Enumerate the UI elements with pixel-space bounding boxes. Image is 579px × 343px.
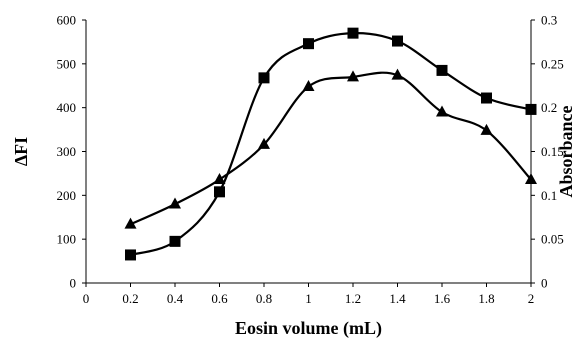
series-line-triangle — [129, 71, 533, 226]
triangle-marker — [391, 68, 404, 80]
tick-group: 0 0.2 0.4 0.6 0.8 1 1.2 1.4 1.6 1.8 20100200300400… — [57, 13, 564, 307]
y-tick-label: 200 — [57, 188, 77, 203]
y2-tick-label: 0 — [541, 276, 548, 291]
triangle-marker — [525, 172, 537, 184]
x-tick-label: 0.4 — [167, 291, 184, 306]
x-tick-label: 1.8 — [478, 291, 494, 306]
square-marker — [436, 64, 448, 76]
x-tick-label: 2 — [528, 291, 535, 306]
x-tick-label: 0.8 — [256, 291, 272, 306]
triangle-marker — [258, 137, 270, 149]
series-triangle — [124, 68, 537, 229]
y2-tick-label: 0.05 — [541, 232, 564, 247]
x-tick-label: 1.4 — [389, 291, 406, 306]
y-tick-label: 0 — [70, 276, 77, 291]
triangle-marker — [302, 80, 315, 92]
square-marker — [303, 38, 314, 50]
y2-tick-label: 0.3 — [541, 13, 557, 28]
y2-tick-label: 0.1 — [541, 188, 557, 203]
y2-tick-label: 0.25 — [541, 56, 564, 71]
x-tick-label: 1.2 — [345, 291, 361, 306]
triangle-marker — [347, 70, 359, 82]
triangle-marker — [169, 197, 181, 209]
series-group — [124, 27, 537, 261]
triangle-marker — [480, 123, 493, 135]
triangle-marker — [213, 172, 226, 184]
square-marker — [169, 235, 181, 247]
y-tick-label: 400 — [57, 100, 77, 115]
square-marker — [525, 103, 537, 115]
y2-tick-label: 0.15 — [541, 144, 564, 159]
series-square — [125, 27, 537, 261]
y2-axis-title: Absorbance — [556, 105, 576, 197]
series-line-square — [129, 32, 533, 257]
x-tick-label: 1 — [305, 291, 312, 306]
y2-tick-label: 0.2 — [541, 100, 557, 115]
x-tick-label: 0.2 — [122, 291, 138, 306]
x-tick-label: 0.6 — [211, 291, 228, 306]
y-tick-label: 600 — [57, 13, 77, 28]
square-marker — [392, 35, 403, 47]
y-axis-title: ΔFI — [11, 137, 31, 166]
x-axis-title: Eosin volume (mL) — [235, 318, 382, 339]
x-tick-label: 0 — [83, 291, 90, 306]
square-marker — [214, 186, 225, 198]
triangle-marker — [124, 217, 137, 229]
axes — [85, 20, 532, 284]
x-tick-label: 1.6 — [434, 291, 451, 306]
y-tick-label: 100 — [57, 232, 77, 247]
triangle-marker — [436, 105, 448, 117]
y-tick-label: 500 — [57, 56, 77, 71]
square-marker — [258, 72, 270, 84]
square-marker — [347, 27, 359, 39]
square-marker — [125, 249, 136, 261]
square-marker — [481, 92, 492, 104]
y-tick-label: 300 — [57, 144, 77, 159]
